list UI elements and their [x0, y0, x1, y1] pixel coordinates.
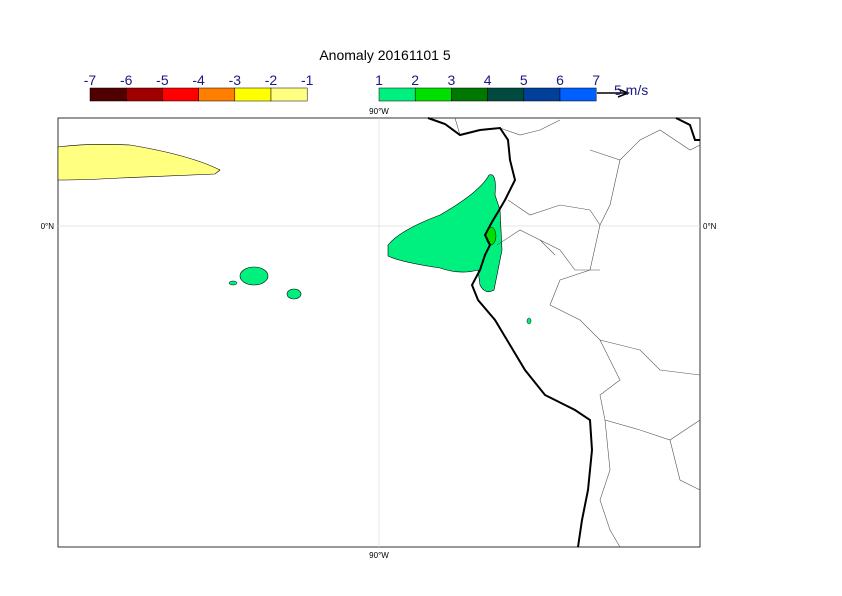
colorbar-box: [162, 87, 199, 102]
colorbar-label: 3: [448, 72, 456, 88]
colorbar-label: -3: [229, 72, 242, 88]
colorbar-box: [414, 87, 452, 102]
colorbar-positive: 1 2 3 4 5 6 7: [375, 72, 600, 102]
colorbar-label: -6: [120, 72, 133, 88]
colorbar-box: [523, 87, 561, 102]
colorbar-negative: -7 -6 -5 -4 -3 -2 -1: [84, 72, 314, 102]
colorbar-label: -4: [192, 72, 205, 88]
colorbar-box: [89, 87, 127, 102]
anomaly-area: [387, 174, 503, 292]
colorbar-box: [198, 87, 236, 102]
colorbar-label: -7: [84, 72, 97, 88]
anomaly-area: [57, 144, 221, 181]
colorbar-label: -2: [265, 72, 278, 88]
coastline: [427, 117, 700, 548]
anomaly-area: [228, 280, 238, 286]
colorbar-label: 1: [375, 72, 383, 88]
colorbar-box: [270, 87, 308, 102]
colorbar-box: [378, 87, 416, 102]
vector-key-label: 5 m/s: [614, 82, 648, 98]
borders: [454, 117, 701, 548]
lat-label-left: 0°N: [41, 222, 55, 231]
anomaly-area: [239, 266, 269, 286]
colorbar-box: [125, 87, 163, 102]
colorbar-box: [451, 87, 488, 102]
lon-label-bottom: 90°W: [369, 551, 389, 560]
colorbar-box: [487, 87, 525, 102]
anomaly-area: [286, 288, 302, 300]
colorbar-label: 4: [484, 72, 492, 88]
map: [57, 117, 701, 548]
anomaly-area: [526, 317, 532, 325]
colorbar-label: 6: [556, 72, 564, 88]
colorbar-box: [234, 87, 272, 102]
colorbar-label: -1: [301, 72, 314, 88]
lat-label-right: 0°N: [703, 222, 717, 231]
lon-label-top: 90°W: [369, 107, 389, 116]
vector-key-arrowhead: [617, 88, 631, 98]
colorbar-label: 2: [411, 72, 419, 88]
colorbar-label: 7: [592, 72, 600, 88]
colorbar-label: -5: [156, 72, 169, 88]
colorbar-box: [559, 87, 597, 102]
colorbar-label: 5: [520, 72, 528, 88]
title: Anomaly 20161101 5: [319, 47, 450, 63]
